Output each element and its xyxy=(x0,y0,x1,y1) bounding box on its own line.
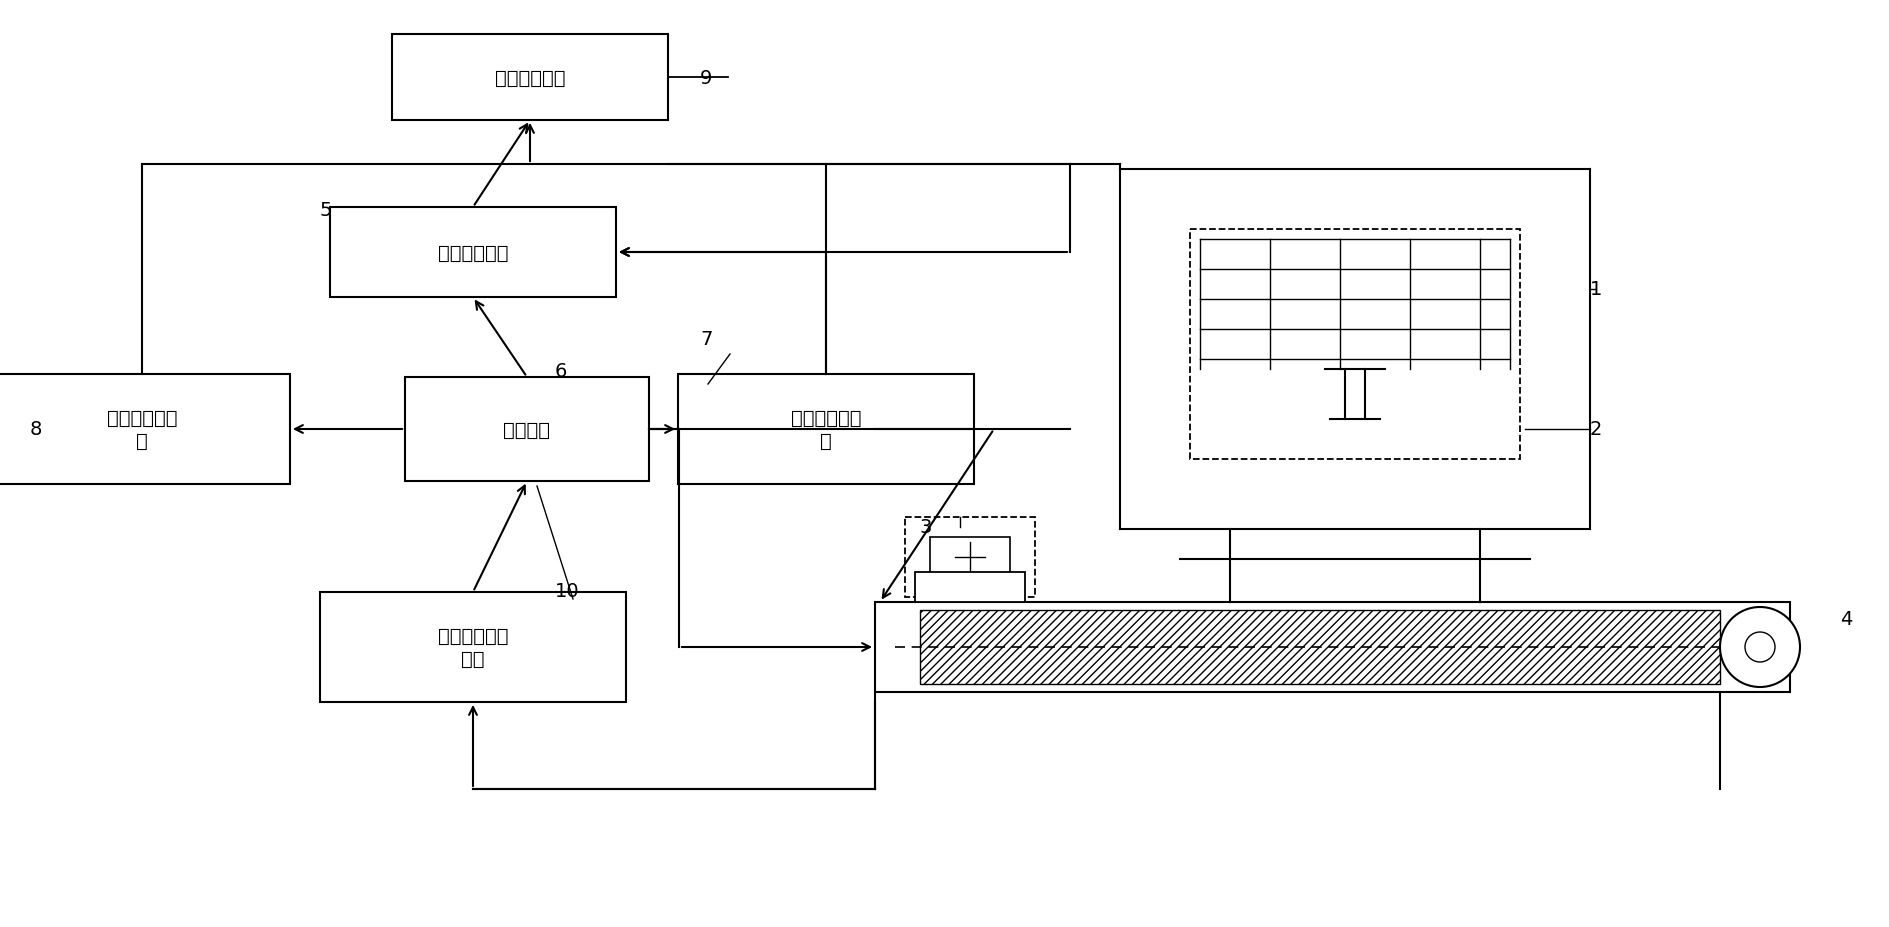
Text: 8: 8 xyxy=(30,420,42,439)
Bar xyxy=(914,572,1026,603)
Text: 驱动数据获取
模块: 驱动数据获取 模块 xyxy=(438,626,508,668)
Text: 图像处理模块: 图像处理模块 xyxy=(438,243,508,262)
Bar xyxy=(393,35,669,121)
Circle shape xyxy=(1721,607,1800,687)
Text: 10: 10 xyxy=(555,582,580,601)
Text: 信息储存模块: 信息储存模块 xyxy=(495,69,565,87)
Bar xyxy=(905,517,1035,597)
Bar xyxy=(920,610,1721,684)
Text: 2: 2 xyxy=(1591,420,1602,439)
Bar xyxy=(331,208,616,298)
Bar xyxy=(1190,230,1521,460)
Text: 主控模块: 主控模块 xyxy=(504,420,550,439)
Text: 1: 1 xyxy=(1591,280,1602,299)
Text: 3: 3 xyxy=(920,518,933,537)
Text: 电性能检测模
块: 电性能检测模 块 xyxy=(108,408,178,451)
Text: 光性能检测模
块: 光性能检测模 块 xyxy=(791,408,861,451)
Text: 7: 7 xyxy=(701,330,712,349)
Bar xyxy=(319,592,625,703)
Text: 4: 4 xyxy=(1840,610,1853,629)
Bar xyxy=(678,375,975,485)
Text: 9: 9 xyxy=(701,69,712,87)
Circle shape xyxy=(1745,632,1776,662)
Text: 5: 5 xyxy=(319,200,332,220)
Bar xyxy=(0,375,291,485)
Bar xyxy=(929,538,1011,578)
Text: 6: 6 xyxy=(555,362,567,381)
Bar xyxy=(404,377,650,481)
Bar xyxy=(875,603,1791,692)
